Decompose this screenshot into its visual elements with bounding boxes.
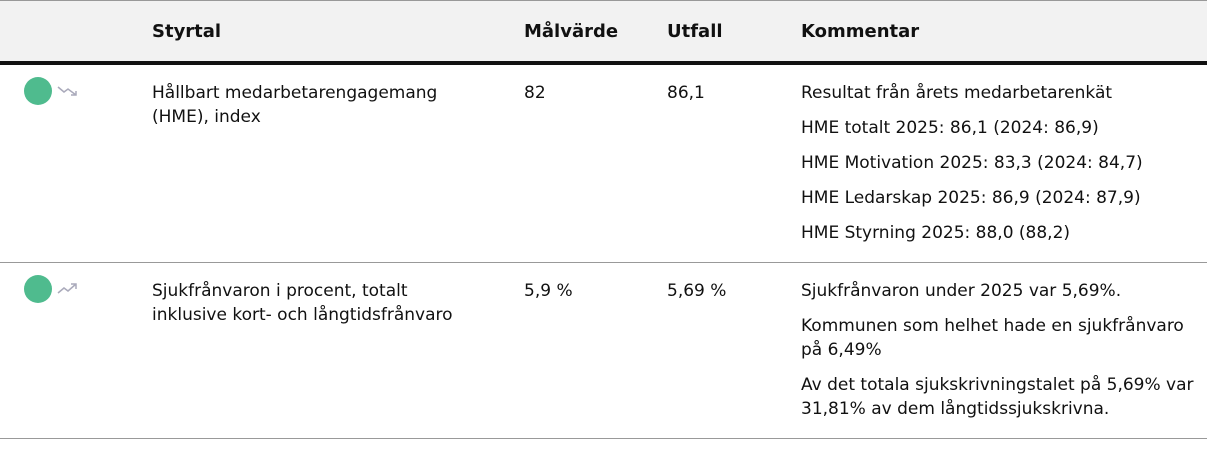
comment: Resultat från årets medarbetarenkät — [801, 83, 1113, 103]
comment: HME Styrning 2025: 88,0 (88,2) — [801, 223, 1071, 243]
comment: Av det totala sjukskrivningstalet på 5,6… — [801, 375, 1194, 419]
header: Utfall — [667, 0, 801, 65]
header-row: Styrtal Målvärde Utfall Kommentar — [0, 0, 1207, 65]
kpi-name: Sjukfrånvaron i procent, totalt inklusiv… — [152, 262, 524, 439]
trend-icon — [57, 86, 77, 96]
outcome: 5,69 % — [667, 262, 801, 439]
comment: Kommunen som helhet hade en sjukfrånvaro… — [801, 316, 1184, 360]
kpi-table: Styrtal Målvärde Utfall Kommentar Hållba… — [0, 0, 1207, 439]
comment: HME Motivation 2025: 83,3 (2024: 84,7) — [801, 153, 1143, 173]
status-dot — [24, 275, 52, 303]
header: Styrtal — [152, 0, 524, 65]
header: Kommentar — [801, 0, 1207, 65]
comment: HME Ledarskap 2025: 86,9 (2024: 87,9) — [801, 188, 1141, 208]
status-dot — [24, 77, 52, 105]
target: 82 — [524, 63, 667, 263]
target: 5,9 % — [524, 262, 667, 439]
outcome: 86,1 — [667, 63, 801, 263]
comment: Sjukfrånvaron under 2025 var 5,69%. — [801, 281, 1122, 301]
trend-icon — [57, 283, 77, 294]
row: Sjukfrånvaron i procent, totalt inklusiv… — [0, 262, 1207, 439]
row: Hållbart medarbetarengagemang (HME), ind… — [0, 63, 1207, 263]
comment: HME totalt 2025: 86,1 (2024: 86,9) — [801, 118, 1099, 138]
kpi-name: Hållbart medarbetarengagemang (HME), ind… — [152, 63, 524, 263]
header: Målvärde — [524, 0, 667, 65]
